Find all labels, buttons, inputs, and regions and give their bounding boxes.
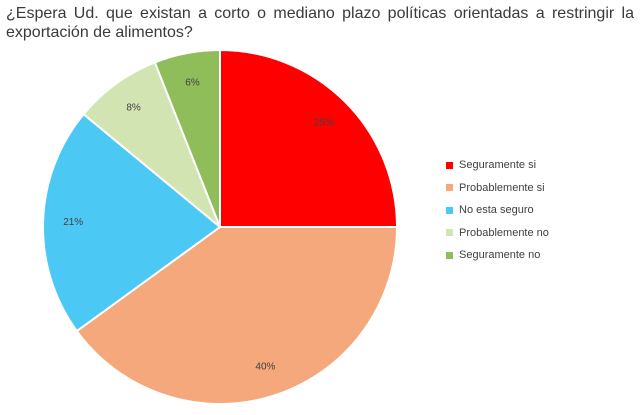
legend-swatch (446, 161, 453, 169)
data-label-probablemente-si: 40% (255, 361, 275, 372)
legend-label: No esta seguro (459, 204, 534, 217)
data-label-seguramente-si: 25% (314, 118, 334, 129)
legend-swatch (446, 206, 453, 214)
legend-label: Seguramente no (459, 249, 541, 262)
legend-swatch (446, 184, 453, 192)
data-label-probablemente-no: 8% (126, 103, 141, 114)
legend-swatch (446, 251, 453, 259)
pie-slice-probablemente-no (82, 61, 221, 228)
legend-swatch (446, 229, 453, 237)
pie-slice-seguramente-no (153, 48, 221, 228)
pie-slice-probablemente-si (75, 226, 399, 405)
legend-label: Probablemente si (459, 181, 545, 194)
legend-item-probablemente-no: Probablemente no (446, 222, 549, 245)
legend-item-seguramente-no: Seguramente no (446, 244, 549, 267)
chart-legend: Seguramente si Probablemente si No esta se… (446, 154, 549, 267)
legend-label: Seguramente si (459, 159, 537, 172)
pie-slice-seguramente-si (219, 48, 399, 228)
chart-title: ¿Espera Ud. que existan a corto o median… (6, 5, 634, 41)
legend-item-no-esta-seguro: No esta seguro (446, 199, 549, 222)
pie-slice-no-esta-seguro (42, 112, 222, 333)
legend-label: Probablemente no (459, 226, 549, 239)
data-label-no-esta-seguro: 21% (63, 217, 83, 228)
legend-item-seguramente-si: Seguramente si (446, 154, 549, 177)
legend-item-probablemente-si: Probablemente si (446, 177, 549, 200)
data-label-seguramente-no: 6% (185, 77, 200, 88)
